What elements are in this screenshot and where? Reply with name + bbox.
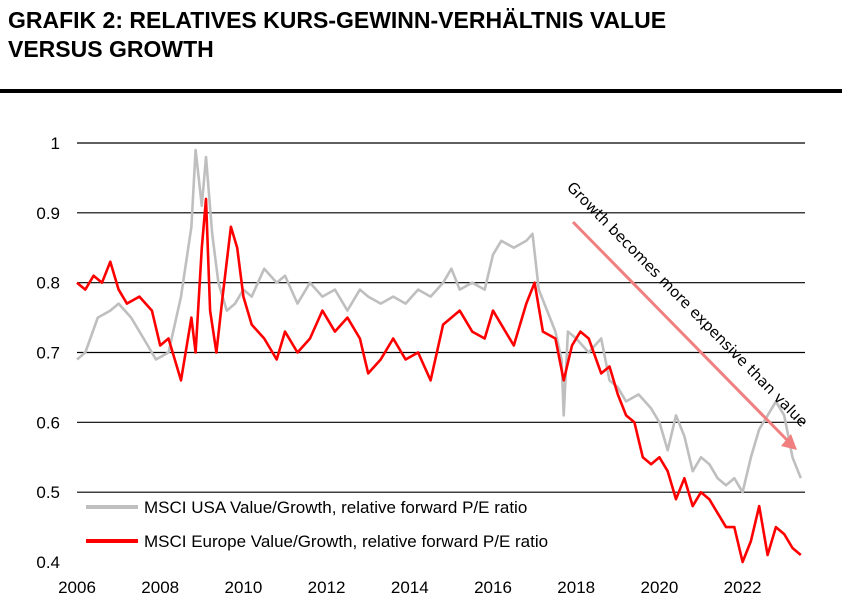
trend-annotation: Growth becomes more expensive than value <box>563 178 812 450</box>
y-axis-ticks: 1 0.9 0.8 0.7 0.6 0.5 0.4 <box>36 134 60 572</box>
series-lines <box>76 148 803 564</box>
x-tick-label: 2016 <box>474 578 512 597</box>
legend-label-usa: MSCI USA Value/Growth, relative forward … <box>144 498 527 517</box>
y-tick-label: 0.9 <box>36 204 60 223</box>
x-tick-label: 2014 <box>391 578 429 597</box>
y-tick-label: 0.7 <box>36 344 60 363</box>
x-tick-label: 2020 <box>640 578 678 597</box>
y-tick-label: 0.5 <box>36 483 60 502</box>
gridlines <box>77 142 805 493</box>
y-tick-label: 0.8 <box>36 274 60 293</box>
x-tick-label: 2012 <box>308 578 346 597</box>
y-tick-label: 1 <box>51 134 60 153</box>
title-rule <box>0 89 842 93</box>
legend: MSCI USA Value/Growth, relative forward … <box>86 498 548 551</box>
y-tick-label: 0.6 <box>36 413 60 432</box>
chart-title-line-1: GRAFIK 2: RELATIVES KURS-GEWINN-VERHÄLTN… <box>8 7 667 33</box>
y-tick-label: 0.4 <box>36 553 60 572</box>
x-tick-label: 2018 <box>557 578 595 597</box>
x-tick-label: 2006 <box>58 578 96 597</box>
series-line-europe <box>76 197 802 564</box>
x-tick-label: 2010 <box>224 578 262 597</box>
trend-arrow-line <box>571 220 789 442</box>
trend-arrow-head <box>781 434 797 450</box>
x-axis-ticks: 2006 2008 2010 2012 2014 2016 2018 2020 2022 <box>58 578 761 597</box>
chart-title-line-2: VERSUS GROWTH <box>8 36 214 62</box>
trend-annotation-text: Growth becomes more expensive than value <box>563 178 811 430</box>
x-tick-label: 2008 <box>141 578 179 597</box>
legend-label-europe: MSCI Europe Value/Growth, relative forwa… <box>144 532 548 551</box>
x-tick-label: 2022 <box>724 578 762 597</box>
series-line-usa <box>76 148 803 494</box>
chart-title: GRAFIK 2: RELATIVES KURS-GEWINN-VERHÄLTN… <box>8 6 828 64</box>
